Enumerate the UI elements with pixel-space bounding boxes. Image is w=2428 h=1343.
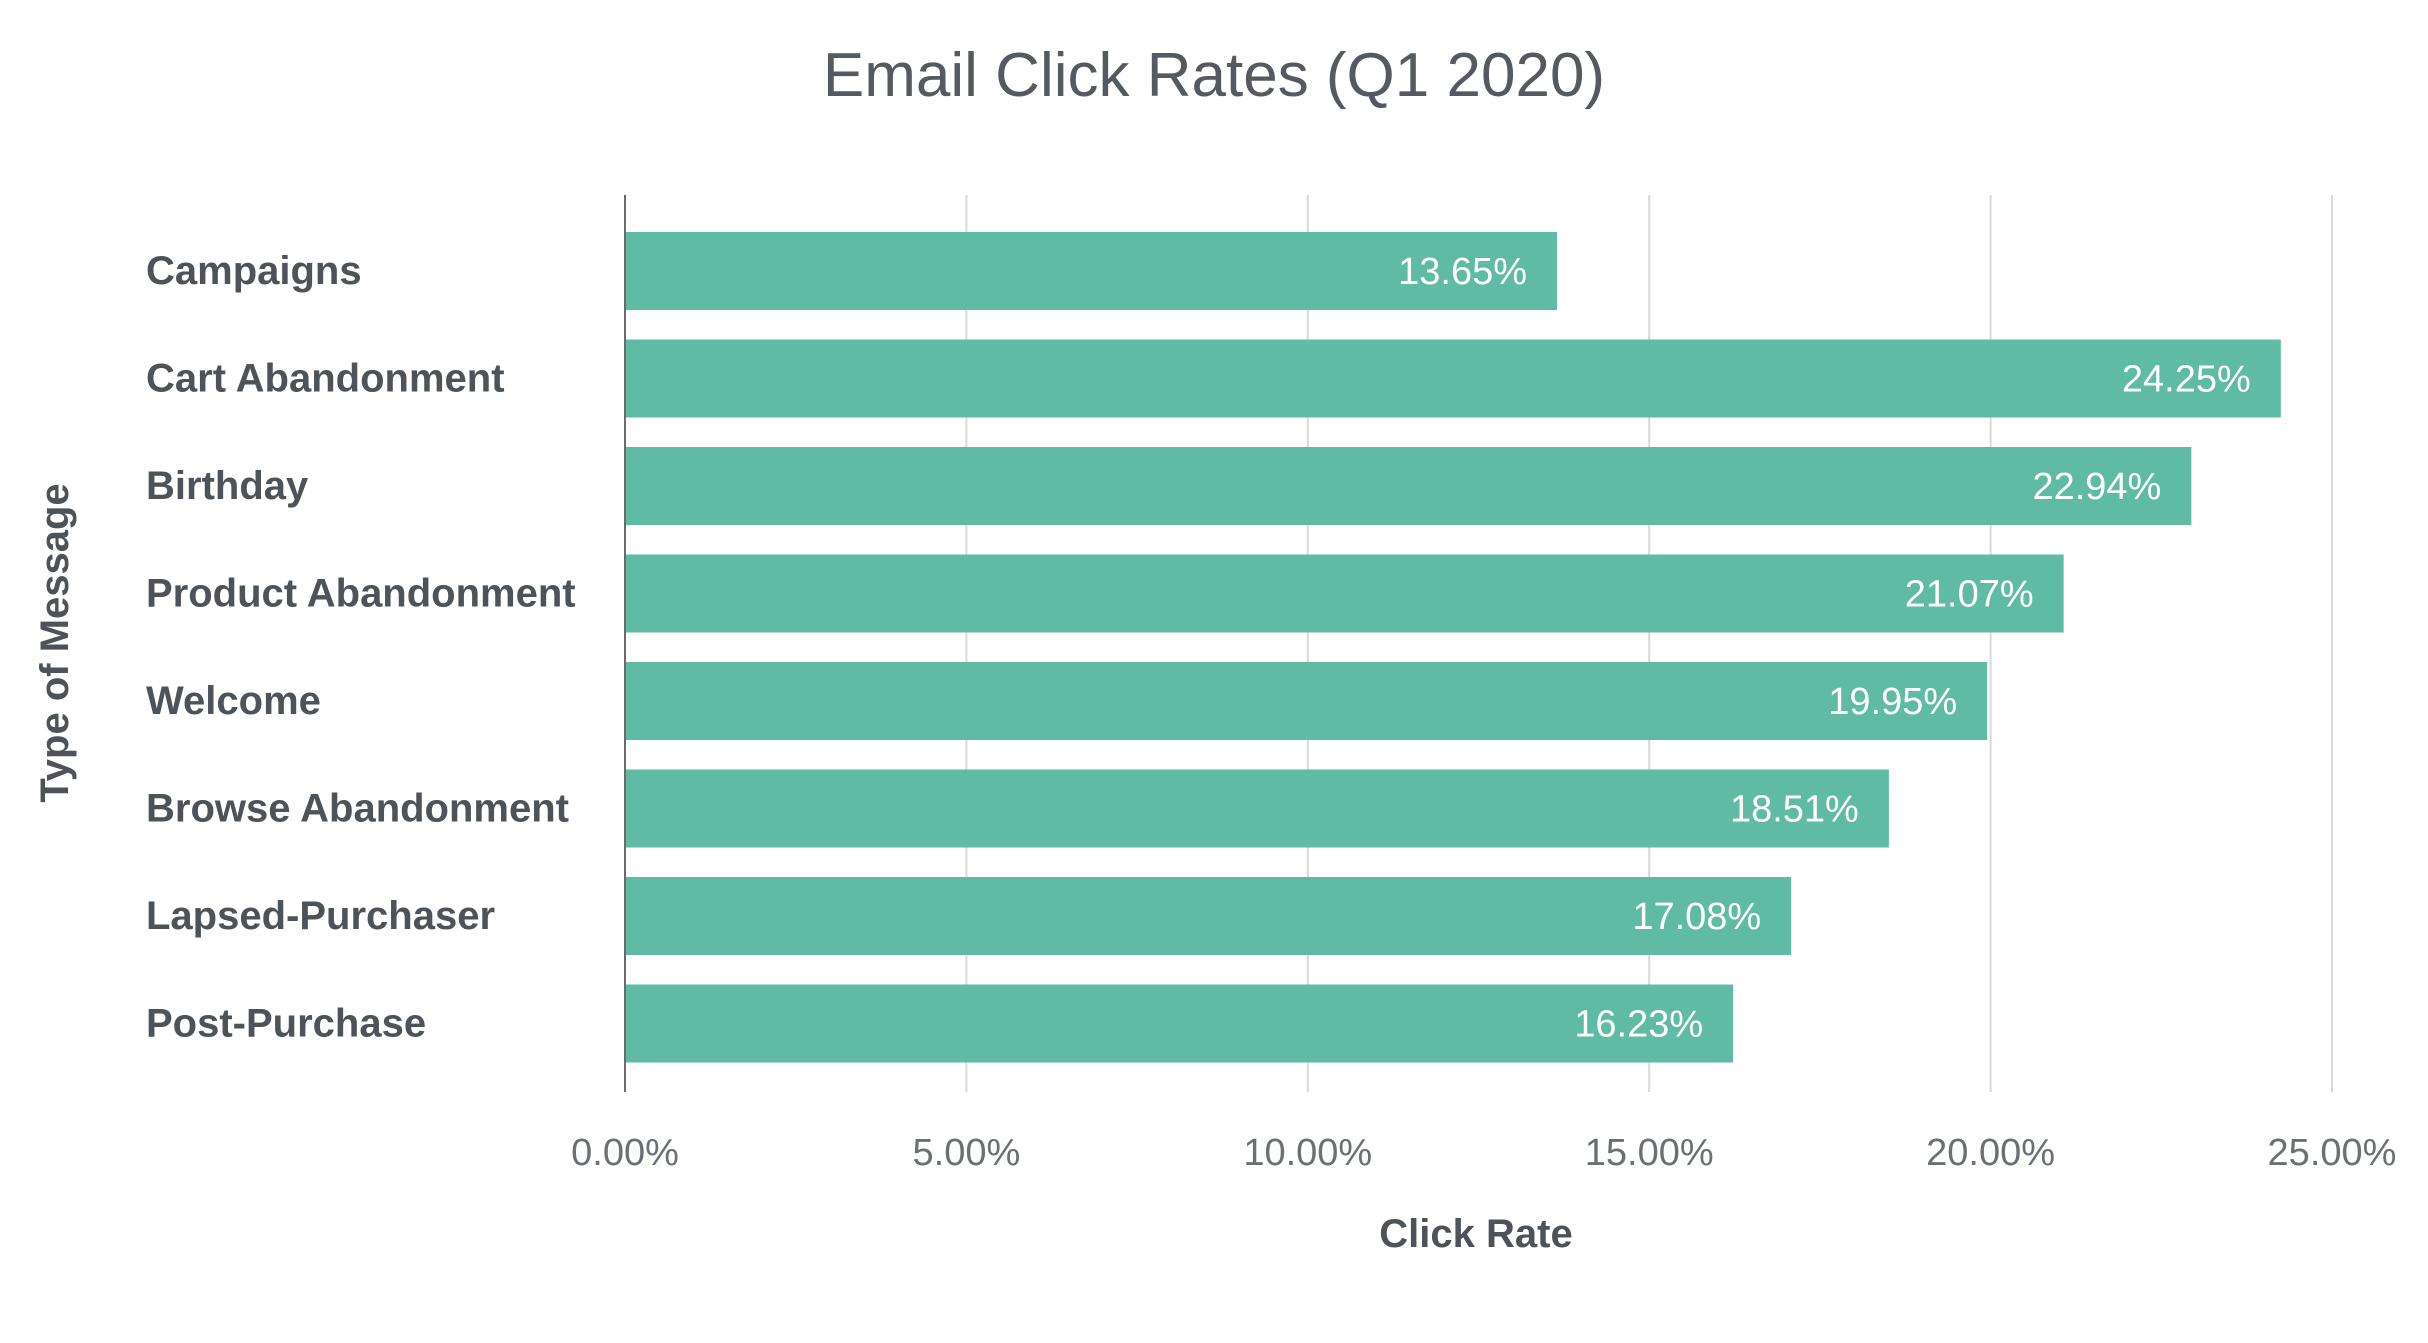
category-label: Post-Purchase: [146, 1002, 426, 1046]
bar-value-label: 16.23%: [1574, 1004, 1703, 1046]
x-tick-label: 15.00%: [1585, 1132, 1714, 1174]
bar-value-label: 18.51%: [1730, 789, 1859, 831]
category-label: Welcome: [146, 679, 321, 723]
x-tick-label: 0.00%: [571, 1132, 679, 1174]
chart-title: Email Click Rates (Q1 2020): [823, 41, 1605, 110]
bar: [625, 339, 2281, 418]
x-axis-title: Click Rate: [1379, 1212, 1572, 1256]
bar-value-label: 24.25%: [2122, 359, 2251, 401]
y-axis-title: Type of Message: [33, 483, 77, 802]
bar: [625, 877, 1792, 955]
x-tick-labels: 0.00% 5.00% 10.00% 15.00% 20.00% 25.00%: [571, 1132, 2396, 1174]
category-labels: Campaigns Cart Abandonment Birthday Product…: [146, 249, 576, 1046]
bar-value-label: 19.95%: [1828, 681, 1957, 723]
category-label: Product Abandonment: [146, 572, 576, 616]
bar: [625, 984, 1734, 1063]
bar: [625, 554, 2064, 633]
x-tick-label: 5.00%: [913, 1132, 1021, 1174]
bar-value-label: 13.65%: [1398, 251, 1527, 293]
bar-value-label: 22.94%: [2032, 466, 2161, 508]
bar: [625, 769, 1889, 848]
gridlines: [965, 195, 2333, 1092]
bar: [625, 662, 1988, 740]
bar: [625, 232, 1558, 310]
category-label: Cart Abandonment: [146, 357, 505, 401]
category-label: Lapsed-Purchaser: [146, 894, 495, 938]
category-label: Campaigns: [146, 249, 362, 293]
x-tick-label: 20.00%: [1926, 1132, 2055, 1174]
bar: [625, 447, 2192, 525]
category-label: Birthday: [146, 464, 309, 508]
bar-value-label: 17.08%: [1632, 896, 1761, 938]
x-tick-label: 10.00%: [1243, 1132, 1372, 1174]
bars: 13.65% 24.25% 22.94% 21.07% 19.95% 18.51% 17.0…: [625, 232, 2281, 1063]
category-label: Browse Abandonment: [146, 787, 569, 831]
x-tick-label: 25.00%: [2268, 1132, 2397, 1174]
bar-value-label: 21.07%: [1905, 574, 2034, 616]
